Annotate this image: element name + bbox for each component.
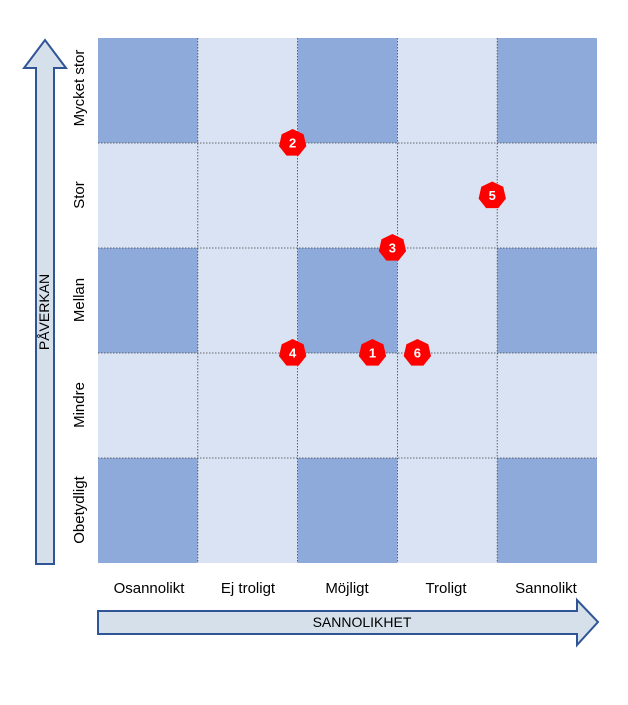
matrix-cell — [397, 248, 498, 353]
matrix-cell — [497, 248, 597, 353]
y-axis-labels: Mycket stor Stor Mellan Mindre Obetydlig… — [71, 50, 88, 544]
risk-marker-6: 6 — [403, 339, 431, 366]
risk-marker-shape — [279, 129, 307, 156]
risk-marker-label: 3 — [389, 241, 396, 256]
matrix-cell — [98, 248, 198, 353]
matrix-cell — [98, 38, 198, 143]
x-label-mojligt: Möjligt — [325, 580, 369, 597]
y-label-stor: Stor — [71, 181, 88, 209]
risk-marker-shape — [279, 339, 307, 366]
matrix-cell — [197, 248, 298, 353]
matrix-cells — [98, 38, 597, 563]
matrix-cell — [497, 143, 597, 248]
y-label-mellan: Mellan — [71, 278, 88, 322]
matrix-cell — [98, 143, 198, 248]
x-axis-arrow: SANNOLIKHET — [97, 597, 600, 648]
matrix-cell — [397, 38, 498, 143]
matrix-cell — [98, 353, 198, 458]
y-label-mindre: Mindre — [71, 382, 88, 428]
risk-marker-4: 4 — [279, 339, 307, 366]
risk-marker-label: 2 — [289, 136, 296, 151]
y-label-mycket-stor: Mycket stor — [71, 50, 88, 127]
y-axis-arrow: PÅVERKAN — [22, 38, 68, 565]
matrix-cell — [497, 458, 597, 563]
risk-marker-shape — [378, 234, 407, 261]
x-label-ej-troligt: Ej troligt — [221, 580, 276, 597]
x-label-troligt: Troligt — [425, 580, 467, 597]
risk-marker-5: 5 — [478, 181, 506, 209]
matrix-cell — [297, 353, 398, 458]
risk-marker-label: 4 — [289, 346, 297, 361]
risk-marker-shape — [478, 181, 506, 209]
matrix-gridlines — [98, 38, 597, 563]
x-label-sannolikt: Sannolikt — [515, 580, 578, 597]
matrix-cell — [297, 143, 398, 248]
matrix-cell — [297, 458, 398, 563]
x-label-osannolikt: Osannolikt — [114, 580, 186, 597]
matrix-cell — [197, 143, 298, 248]
y-label-obetydligt: Obetydligt — [71, 475, 88, 543]
matrix-cell — [197, 38, 298, 143]
risk-marker-label: 5 — [489, 188, 496, 203]
x-axis-labels: Osannolikt Ej troligt Möjligt Troligt Sa… — [114, 580, 578, 597]
y-axis-title: PÅVERKAN — [36, 274, 52, 350]
matrix-cell — [397, 458, 498, 563]
matrix-cell — [497, 353, 597, 458]
risk-markers: 1 2 3 4 5 6 — [279, 129, 506, 366]
x-axis-title: SANNOLIKHET — [313, 614, 412, 630]
risk-marker-label: 1 — [369, 346, 376, 361]
risk-marker-2: 2 — [279, 129, 307, 156]
matrix-cell — [297, 248, 398, 353]
matrix-cell — [497, 38, 597, 143]
matrix-cell — [397, 353, 498, 458]
risk-marker-3: 3 — [378, 234, 407, 261]
x-axis-arrow-shape — [97, 597, 600, 648]
matrix-cell — [98, 458, 198, 563]
risk-marker-label: 6 — [414, 346, 421, 361]
matrix-cell — [197, 458, 298, 563]
risk-marker-shape — [403, 339, 431, 366]
risk-marker-1: 1 — [358, 339, 387, 366]
matrix-cell — [297, 38, 398, 143]
matrix-cell — [197, 353, 298, 458]
y-axis-arrow-shape — [22, 38, 68, 565]
risk-marker-shape — [358, 339, 387, 366]
